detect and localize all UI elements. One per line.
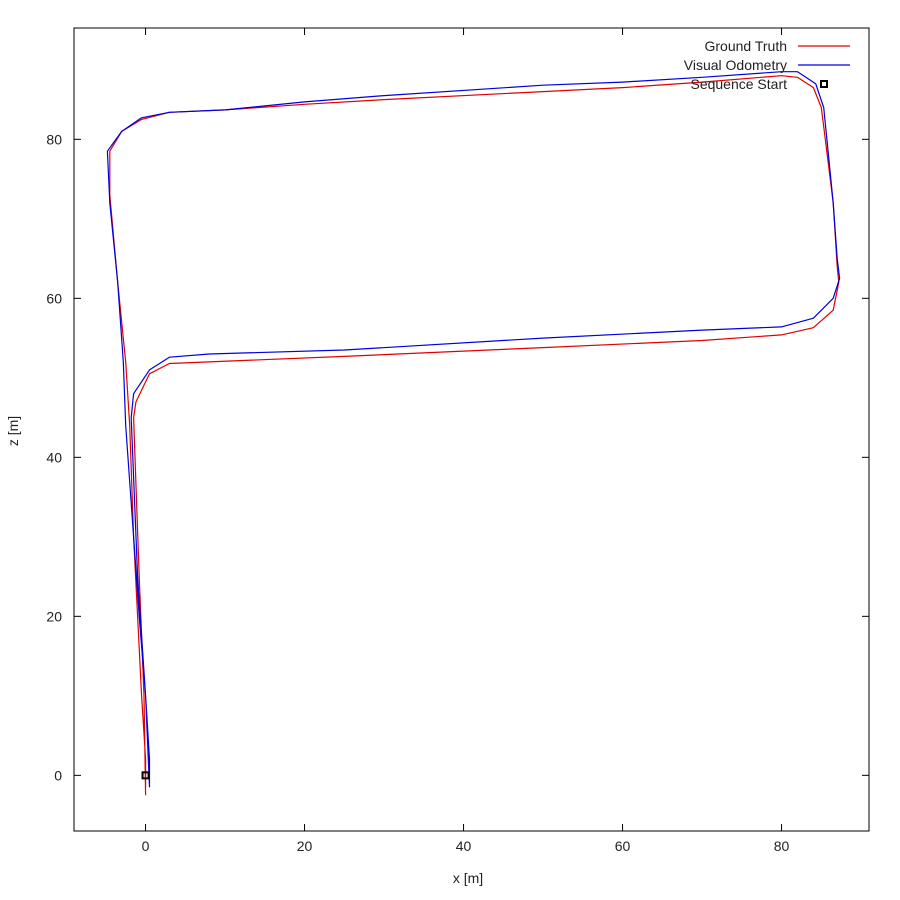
legend-label-visual-odometry: Visual Odometry [684, 57, 787, 73]
x-tick-label: 40 [456, 838, 472, 854]
visual-odometry-line [106, 71, 841, 788]
ground-truth-line [109, 75, 840, 796]
legend-label-ground-truth: Ground Truth [705, 38, 788, 54]
x-tick-label: 20 [297, 838, 313, 854]
legend-label-sequence-start: Sequence Start [690, 76, 787, 92]
tick-group: 0 20 40 60 80 0 20 40 60 80 [46, 28, 869, 854]
x-axis-label: x [m] [453, 870, 483, 886]
x-tick-label: 80 [774, 838, 790, 854]
y-tick-label: 0 [54, 767, 62, 783]
legend: Ground Truth Visual Odometry Sequence Star… [684, 38, 850, 92]
x-tick-label: 0 [142, 838, 150, 854]
y-tick-label: 20 [46, 608, 62, 624]
y-tick-label: 40 [46, 449, 62, 465]
x-tick-label: 60 [615, 838, 631, 854]
y-tick-label: 60 [46, 290, 62, 306]
plot-frame [73, 27, 870, 832]
legend-swatch-sequence-start [820, 80, 828, 88]
sequence-start-marker [141, 771, 150, 780]
y-tick-label: 80 [46, 131, 62, 147]
y-axis-label: z [m] [5, 416, 21, 446]
series-group [106, 71, 841, 796]
